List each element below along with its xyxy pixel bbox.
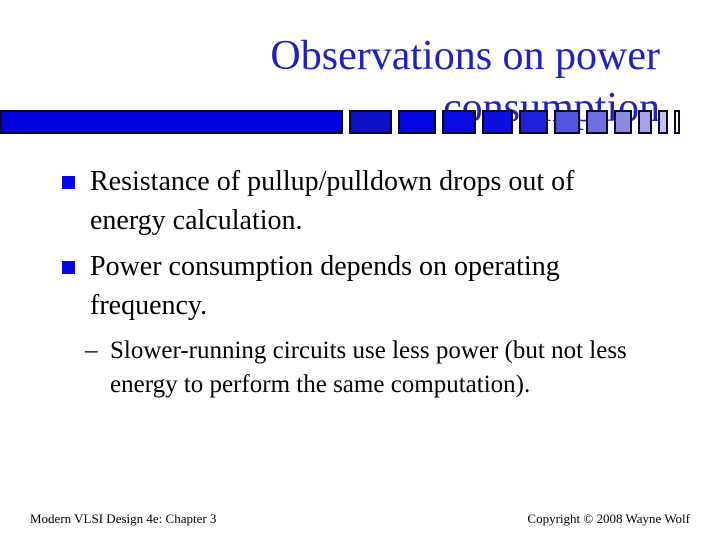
footer-left-text: Modern VLSI Design 4e: Chapter 3 (30, 511, 217, 526)
bullet-item: Power consumption depends on operating f… (62, 247, 662, 325)
bullet-text: Power consumption depends on operating f… (90, 251, 560, 321)
sub-bullet-text: Slower-running circuits use less power (… (110, 337, 627, 398)
dash-bullet-icon: – (85, 337, 98, 364)
bullet-marker-cell (62, 162, 90, 240)
bullet-item: Resistance of pullup/pulldown drops out … (62, 162, 662, 240)
bar-segment (638, 110, 652, 134)
bar-segment (586, 110, 608, 134)
bar-segment (674, 110, 680, 134)
decorative-bar (0, 110, 680, 134)
bar-segment (482, 110, 513, 134)
bar-segment (398, 110, 436, 134)
slide-footer: Modern VLSI Design 4e: Chapter 3 Copyrig… (30, 511, 690, 527)
bar-segment (614, 110, 632, 134)
bar-segment (442, 110, 476, 134)
bar-segment (658, 110, 668, 134)
square-bullet-icon (62, 176, 75, 189)
bar-segment (349, 110, 392, 134)
bar-segment (554, 110, 580, 134)
sub-bullet-item: – Slower-running circuits use less power… (85, 334, 662, 402)
bullet-marker-cell (62, 247, 90, 325)
footer-right-text: Copyright © 2008 Wayne Wolf (527, 511, 690, 526)
slide-title-line-1: Observations on power (270, 33, 660, 80)
bar-segment (519, 110, 548, 134)
slide-body: Resistance of pullup/pulldown drops out … (62, 162, 662, 402)
square-bullet-icon (62, 261, 75, 274)
bullet-text: Resistance of pullup/pulldown drops out … (90, 166, 575, 236)
bar-segment (0, 110, 343, 134)
slide-title: Observations on power consumption (270, 30, 660, 134)
